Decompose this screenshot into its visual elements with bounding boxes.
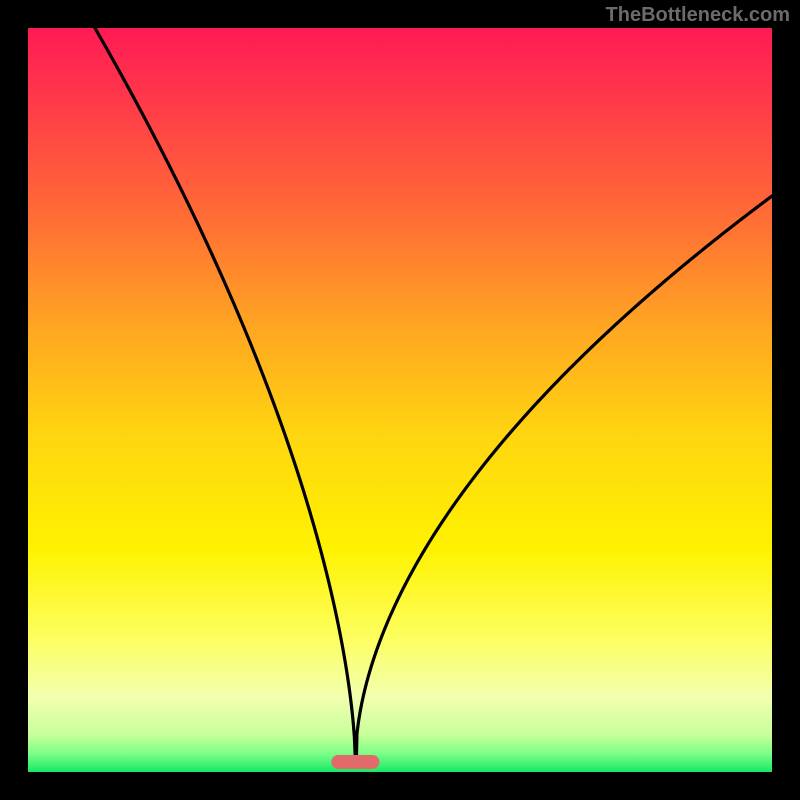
plot-background bbox=[28, 28, 772, 772]
bottleneck-chart bbox=[0, 0, 800, 800]
chart-container: TheBottleneck.com bbox=[0, 0, 800, 800]
watermark-text: TheBottleneck.com bbox=[606, 4, 790, 27]
optimal-range-marker bbox=[331, 755, 379, 769]
